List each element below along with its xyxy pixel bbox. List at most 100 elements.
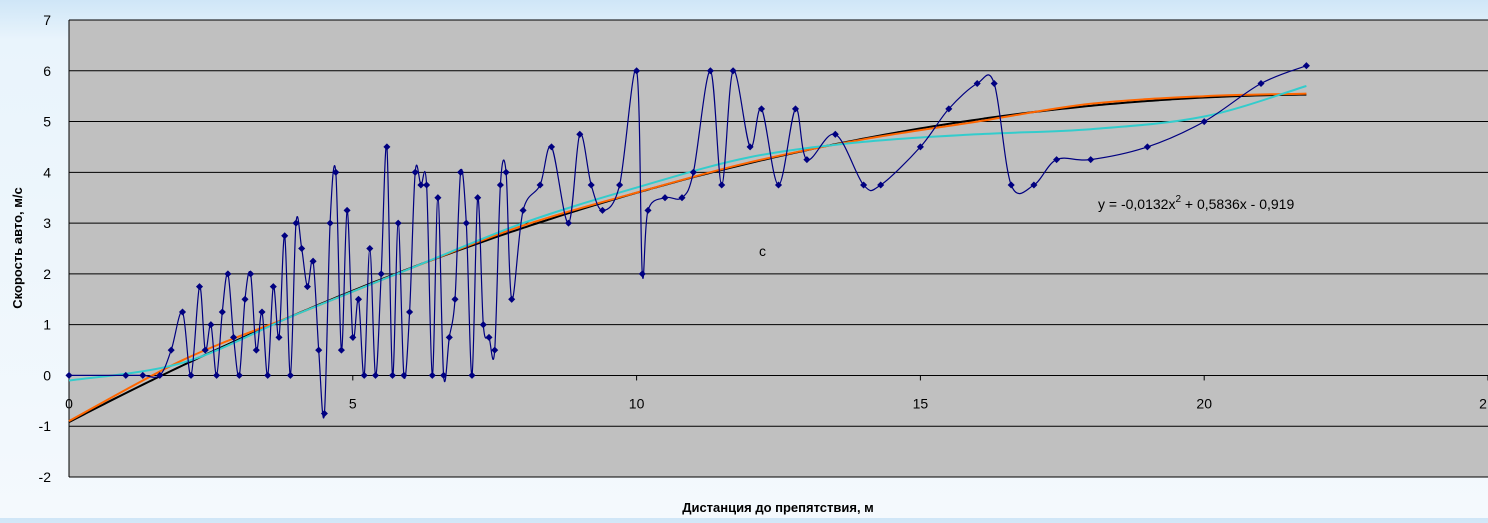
data-point-marker bbox=[354, 295, 363, 303]
data-point-marker bbox=[230, 333, 238, 341]
data-point-marker bbox=[877, 181, 885, 189]
data-point-marker bbox=[303, 283, 311, 291]
data-point-marker bbox=[275, 333, 283, 341]
data-point-marker bbox=[394, 219, 402, 227]
data-point-marker bbox=[831, 130, 839, 138]
data-point-marker bbox=[860, 181, 868, 189]
data-point-marker bbox=[576, 130, 584, 138]
data-point-marker bbox=[729, 67, 737, 75]
data-point-marker bbox=[661, 194, 669, 202]
data-point-marker bbox=[417, 181, 425, 189]
y-tick-label: 2 bbox=[43, 266, 51, 282]
y-tick-label: 0 bbox=[43, 367, 51, 383]
x-tick-label: 2 bbox=[1479, 395, 1487, 411]
y-tick-label: -1 bbox=[39, 418, 52, 434]
data-point-marker bbox=[916, 143, 924, 151]
data-point-marker bbox=[496, 181, 504, 189]
data-point-marker bbox=[791, 105, 800, 113]
data-point-marker bbox=[241, 295, 249, 303]
data-point-marker bbox=[366, 244, 374, 253]
data-point-marker bbox=[65, 371, 73, 379]
y-tick-label: 7 bbox=[43, 12, 51, 28]
data-point-marker bbox=[757, 105, 766, 113]
annotation-letter: c bbox=[759, 243, 766, 259]
data-point-marker bbox=[252, 346, 260, 354]
data-point-marker bbox=[598, 206, 607, 214]
trendline-linear-trend bbox=[68, 92, 1307, 422]
data-point-marker bbox=[508, 295, 516, 303]
data-point-marker bbox=[178, 308, 187, 316]
data-point-marker bbox=[349, 333, 357, 341]
data-point-marker bbox=[383, 143, 391, 151]
data-point-marker bbox=[360, 371, 368, 379]
data-point-marker bbox=[235, 371, 243, 379]
data-point-marker bbox=[502, 168, 510, 176]
data-point-marker bbox=[320, 409, 328, 418]
x-tick-label: 5 bbox=[349, 395, 357, 411]
x-tick-label: 0 bbox=[65, 395, 73, 411]
gridlines bbox=[68, 19, 1488, 478]
data-point-marker bbox=[644, 206, 652, 214]
data-point-marker bbox=[122, 371, 130, 379]
x-tick-labels: 0 5 10 15 20 2 bbox=[65, 395, 1487, 411]
data-point-marker bbox=[633, 67, 641, 75]
data-point-marker bbox=[187, 371, 195, 379]
data-point-marker bbox=[195, 283, 204, 291]
equation-exponent: 2 bbox=[1175, 194, 1181, 205]
data-point-marker bbox=[564, 219, 573, 227]
data-point-marker bbox=[428, 371, 436, 379]
plot-area bbox=[69, 20, 1488, 477]
data-point-marker bbox=[689, 168, 697, 176]
data-point-marker bbox=[423, 181, 431, 189]
data-point-marker bbox=[343, 206, 351, 214]
data-point-marker bbox=[718, 181, 726, 189]
x-tick-label: 10 bbox=[629, 395, 645, 411]
y-tick-label: 5 bbox=[43, 114, 51, 130]
data-point-marker bbox=[292, 219, 300, 227]
data-point-marker bbox=[406, 308, 414, 316]
data-point-marker bbox=[411, 168, 419, 176]
data-point-marker bbox=[746, 143, 754, 151]
y-tick-label: 3 bbox=[43, 215, 51, 231]
data-point-marker bbox=[945, 105, 953, 113]
data-point-marker bbox=[491, 346, 499, 354]
data-point-marker bbox=[440, 371, 448, 379]
data-point-marker bbox=[156, 371, 164, 379]
data-point-marker bbox=[457, 168, 465, 176]
data-point-marker bbox=[451, 295, 459, 303]
data-point-marker bbox=[474, 194, 482, 202]
y-tick-labels: 7 6 5 4 3 2 1 0 -1 -2 bbox=[39, 12, 52, 485]
y-tick-label: -2 bbox=[39, 469, 52, 485]
data-point-marker bbox=[332, 168, 340, 176]
data-point-marker bbox=[218, 308, 226, 316]
data-point-marker bbox=[315, 346, 323, 354]
data-point-marker bbox=[803, 156, 811, 164]
data-point-marker bbox=[377, 270, 385, 278]
data-point-marker bbox=[706, 67, 714, 75]
data-point-marker bbox=[990, 79, 998, 88]
x-tick-label: 15 bbox=[913, 395, 929, 411]
y-tick-label: 4 bbox=[43, 164, 51, 180]
data-point-marker bbox=[269, 283, 277, 291]
data-point-marker bbox=[371, 371, 380, 379]
data-point-marker bbox=[774, 181, 783, 189]
x-axis-title: Дистанция до препятствия, м bbox=[682, 500, 874, 515]
data-point-marker bbox=[400, 371, 408, 379]
data-point-marker bbox=[139, 371, 147, 379]
data-point-marker bbox=[587, 181, 595, 189]
data-point-marker bbox=[638, 270, 646, 278]
data-point-marker bbox=[479, 321, 487, 329]
data-point-marker bbox=[536, 181, 544, 189]
data-point-marker bbox=[973, 79, 981, 88]
equation-annotation: y = -0,0132x2 + 0,5836x - 0,919 bbox=[1098, 194, 1294, 212]
data-point-marker bbox=[247, 270, 255, 278]
data-point-marker bbox=[1007, 181, 1015, 189]
data-point-marker bbox=[678, 194, 686, 202]
y-tick-label: 6 bbox=[43, 63, 51, 79]
y-axis-title: Скорость авто, м/с bbox=[10, 187, 25, 308]
data-point-marker bbox=[309, 257, 317, 265]
data-point-marker bbox=[281, 232, 289, 240]
data-point-marker bbox=[468, 371, 476, 379]
